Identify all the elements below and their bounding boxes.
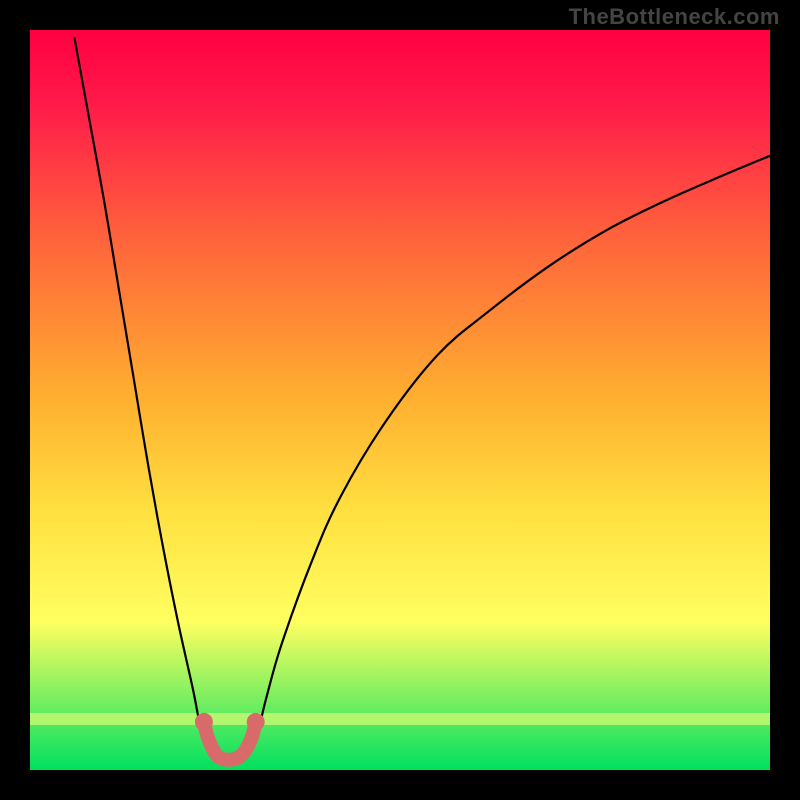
- valley-marker-endpoint-right: [247, 713, 265, 731]
- valley-marker-endpoint-left: [195, 713, 213, 731]
- bottleneck-chart: [0, 0, 800, 800]
- chart-container: TheBottleneck.com: [0, 0, 800, 800]
- watermark-text: TheBottleneck.com: [569, 4, 780, 30]
- highlight-band: [30, 713, 770, 725]
